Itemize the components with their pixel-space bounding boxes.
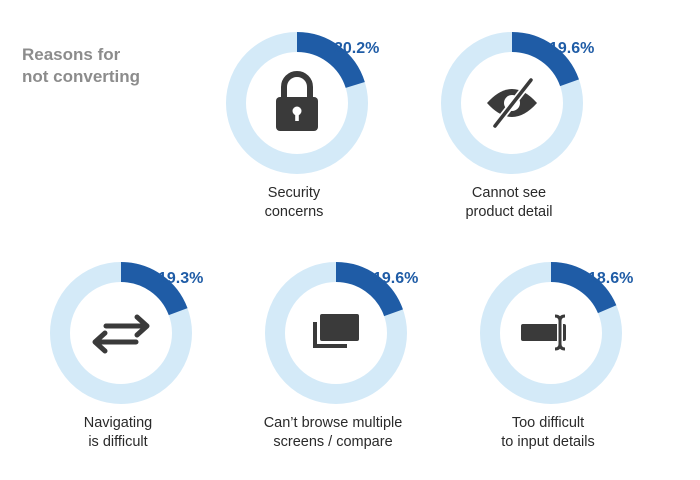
category-label-line-2: concerns — [264, 204, 324, 220]
item-cannot-browse-multiple-screens: 19.6% Can’t browse multiple screens / co… — [233, 258, 433, 473]
arrows-exchange-icon — [92, 314, 150, 354]
item-navigating-is-difficult: 19.3% Navigating is difficult — [18, 258, 218, 473]
donut-ring — [480, 262, 622, 404]
value-label: 19.3% — [158, 270, 204, 287]
category-label: Security concerns — [194, 184, 394, 222]
donut-segment — [441, 32, 583, 174]
donut-ring — [226, 32, 368, 174]
text-input-icon — [521, 313, 566, 352]
category-label: Too difficult to input details — [448, 414, 648, 452]
category-label-line-1: Can’t browse multiple — [263, 415, 403, 431]
category-label-line-1: Navigating — [83, 415, 153, 431]
item-security-concerns: 20.2% Security concerns — [194, 28, 394, 243]
category-label-line-2: product detail — [465, 204, 553, 220]
category-label-line-2: to input details — [501, 434, 595, 450]
multiple-screens-icon — [313, 314, 359, 348]
value-label: 20.2% — [334, 40, 380, 57]
value-label: 19.6% — [373, 270, 419, 287]
chart-title: Reasons for not converting — [22, 44, 140, 88]
chart-title-line-1: Reasons for — [22, 45, 121, 64]
eye-slash-icon — [487, 77, 537, 129]
category-label-line-2: screens / compare — [273, 434, 393, 450]
category-label: Cannot see product detail — [409, 184, 609, 222]
item-cannot-see-product-detail: 19.6% Cannot see product detail — [409, 28, 609, 243]
donut-segment — [226, 32, 368, 174]
lock-icon — [276, 71, 318, 131]
value-label: 18.6% — [588, 270, 634, 287]
category-label-line-1: Security — [267, 185, 321, 201]
donut-segment — [50, 262, 192, 404]
item-too-difficult-to-input-details: 18.6% Too difficult to input details — [448, 258, 648, 473]
category-label: Can’t browse multiple screens / compare — [233, 414, 433, 452]
category-label: Navigating is difficult — [18, 414, 218, 452]
category-label-line-1: Cannot see — [471, 185, 547, 201]
donut-ring — [441, 32, 583, 174]
donut-segment — [265, 262, 407, 404]
category-label-line-1: Too difficult — [511, 415, 585, 431]
donut-segment — [480, 262, 622, 404]
value-label: 19.6% — [549, 40, 595, 57]
category-label-line-2: is difficult — [88, 434, 148, 450]
donut-ring — [50, 262, 192, 404]
chart-title-line-2: not converting — [22, 67, 141, 86]
donut-ring — [265, 262, 407, 404]
